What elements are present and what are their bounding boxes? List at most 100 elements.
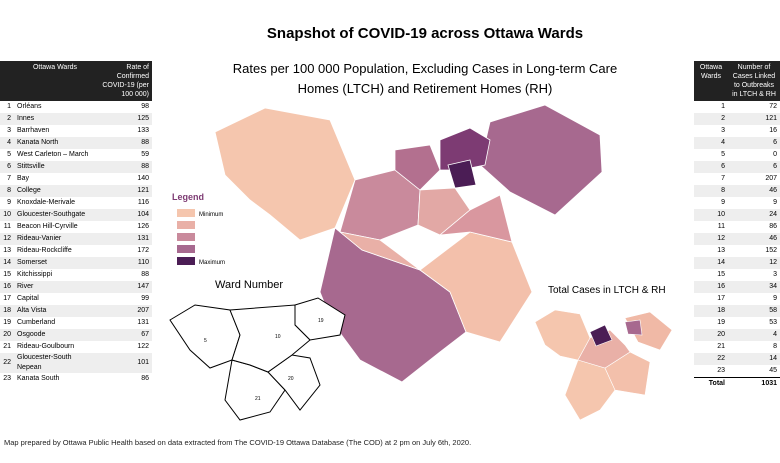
ward-number: 21 <box>255 396 261 402</box>
table-cell: 6 <box>694 161 728 173</box>
rate-map <box>214 104 603 383</box>
header-row: Ottawa Wards Number of Cases Linked to Ou… <box>694 61 780 101</box>
header-cell[interactable]: Number of Cases Linked to Outbreaks in L… <box>728 61 780 101</box>
table-cell: Barrhaven <box>17 127 50 134</box>
table-cell: 21 <box>717 343 725 350</box>
table-cell: 15 <box>717 271 725 278</box>
table-cell: 6 <box>728 137 780 149</box>
total-cell: 1031 <box>728 377 780 390</box>
header-cell[interactable]: Ottawa Wards <box>694 61 728 101</box>
table-cell: 7 <box>721 175 725 182</box>
table-cell: 7 <box>7 175 11 182</box>
table-cell: Kitchissippi <box>17 271 53 278</box>
table-cell: 20 <box>694 329 728 341</box>
table-cell: 46 <box>728 185 780 197</box>
table-row: 23 45 <box>694 365 780 378</box>
table-cell: 14 <box>728 353 780 365</box>
table-cell: Bay <box>17 175 30 182</box>
table-cell: 2 <box>0 113 14 125</box>
table-cell: Gloucester-South Nepean <box>14 353 96 373</box>
ward-number: 5 <box>204 338 207 344</box>
ward-shape <box>479 104 603 216</box>
table-cell: 152 <box>765 247 777 254</box>
table-cell: Kanata North <box>14 137 96 149</box>
table-cell: 45 <box>769 367 777 374</box>
table-cell: 17 <box>3 295 11 302</box>
table-cell: 21 <box>3 343 11 350</box>
table-cell: 88 <box>141 271 149 278</box>
table-cell: 46 <box>728 233 780 245</box>
table-cell: 16 <box>694 281 728 293</box>
table-cell: 0 <box>773 151 777 158</box>
table-row: 13 152 <box>694 245 780 257</box>
table-cell: 9 <box>721 199 725 206</box>
table-row: 7 Bay 140 <box>0 173 152 185</box>
map-title: Homes (LTCH) and Retirement Homes (RH) <box>298 81 553 96</box>
table-cell: Beacon Hill-Cyrville <box>17 223 78 230</box>
table-cell: Orléans <box>17 103 42 110</box>
table-row: 22 Gloucester-South Nepean 101 <box>0 353 152 373</box>
table-cell: 5 <box>721 151 725 158</box>
table-cell: 11 <box>717 223 725 230</box>
table-row: 7 207 <box>694 173 780 185</box>
table-row: 15 3 <box>694 269 780 281</box>
table-cell: 4 <box>728 329 780 341</box>
table-cell: 125 <box>96 113 152 125</box>
table-cell: 86 <box>141 375 149 382</box>
table-cell: 20 <box>0 329 14 341</box>
table-cell: 133 <box>137 127 149 134</box>
title: Snapshot of COVID-19 across Ottawa Wards <box>267 25 583 42</box>
map-title: Rates per 100 000 Population, Excluding … <box>233 61 617 76</box>
table-cell: 4 <box>694 137 728 149</box>
table-row: 2 121 <box>694 113 780 125</box>
table-row: 19 53 <box>694 317 780 329</box>
table-row: 6 Stittsville 88 <box>0 161 152 173</box>
table-cell: 34 <box>728 281 780 293</box>
table-row: 15 Kitchissippi 88 <box>0 269 152 281</box>
table-cell: 1 <box>7 103 11 110</box>
table-cell: 140 <box>137 175 149 182</box>
table-cell: 18 <box>0 305 14 317</box>
table-cell: 19 <box>717 319 725 326</box>
table-row: 13 Rideau-Rockcliffe 172 <box>0 245 152 257</box>
header-cell[interactable]: Ottawa Wards <box>14 61 96 101</box>
table-cell: 207 <box>96 305 152 317</box>
table-cell: Gloucester-Southgate <box>14 209 96 221</box>
table-row: 14 12 <box>694 257 780 269</box>
ward-numbers: 5 19 20 21 10 <box>204 318 324 402</box>
ward-number: 19 <box>318 318 324 324</box>
table-row: 18 Alta Vista 207 <box>0 305 152 317</box>
table-row: 14 Somerset 110 <box>0 257 152 269</box>
table-cell: 16 <box>0 281 14 293</box>
table-cell: 88 <box>96 161 152 173</box>
table-cell: 110 <box>96 257 152 269</box>
table-cell: 67 <box>96 329 152 341</box>
table-row: 2 Innes 125 <box>0 113 152 125</box>
ward-shape <box>339 231 421 271</box>
table-row: 1 Orléans 98 <box>0 101 152 113</box>
table-cell: 126 <box>137 223 149 230</box>
table-cell: 22 <box>694 353 728 365</box>
legend-label: Maximum <box>199 260 225 266</box>
table-cell: 13 <box>3 247 11 254</box>
table-cell: 11 <box>3 223 11 230</box>
table-cell: 3 <box>721 127 725 134</box>
table-row: 1 72 <box>694 101 780 113</box>
table-row: 10 24 <box>694 209 780 221</box>
table-cell: River <box>14 281 96 293</box>
table-cell: 104 <box>96 209 152 221</box>
header-cell[interactable]: Rate of Confirmed COVID-19 (per 100 000) <box>96 61 152 101</box>
table-cell: Stittsville <box>14 161 96 173</box>
header-cell <box>0 61 14 101</box>
table-cell: Alta Vista <box>14 305 96 317</box>
table-cell: Rideau-Goulbourn <box>17 343 75 350</box>
table-cell: College <box>14 185 96 197</box>
table-row: 3 16 <box>694 125 780 137</box>
ward-shape <box>439 127 491 171</box>
table-cell: 172 <box>137 247 149 254</box>
table-row: 16 River 147 <box>0 281 152 293</box>
table-cell: 16 <box>769 127 777 134</box>
